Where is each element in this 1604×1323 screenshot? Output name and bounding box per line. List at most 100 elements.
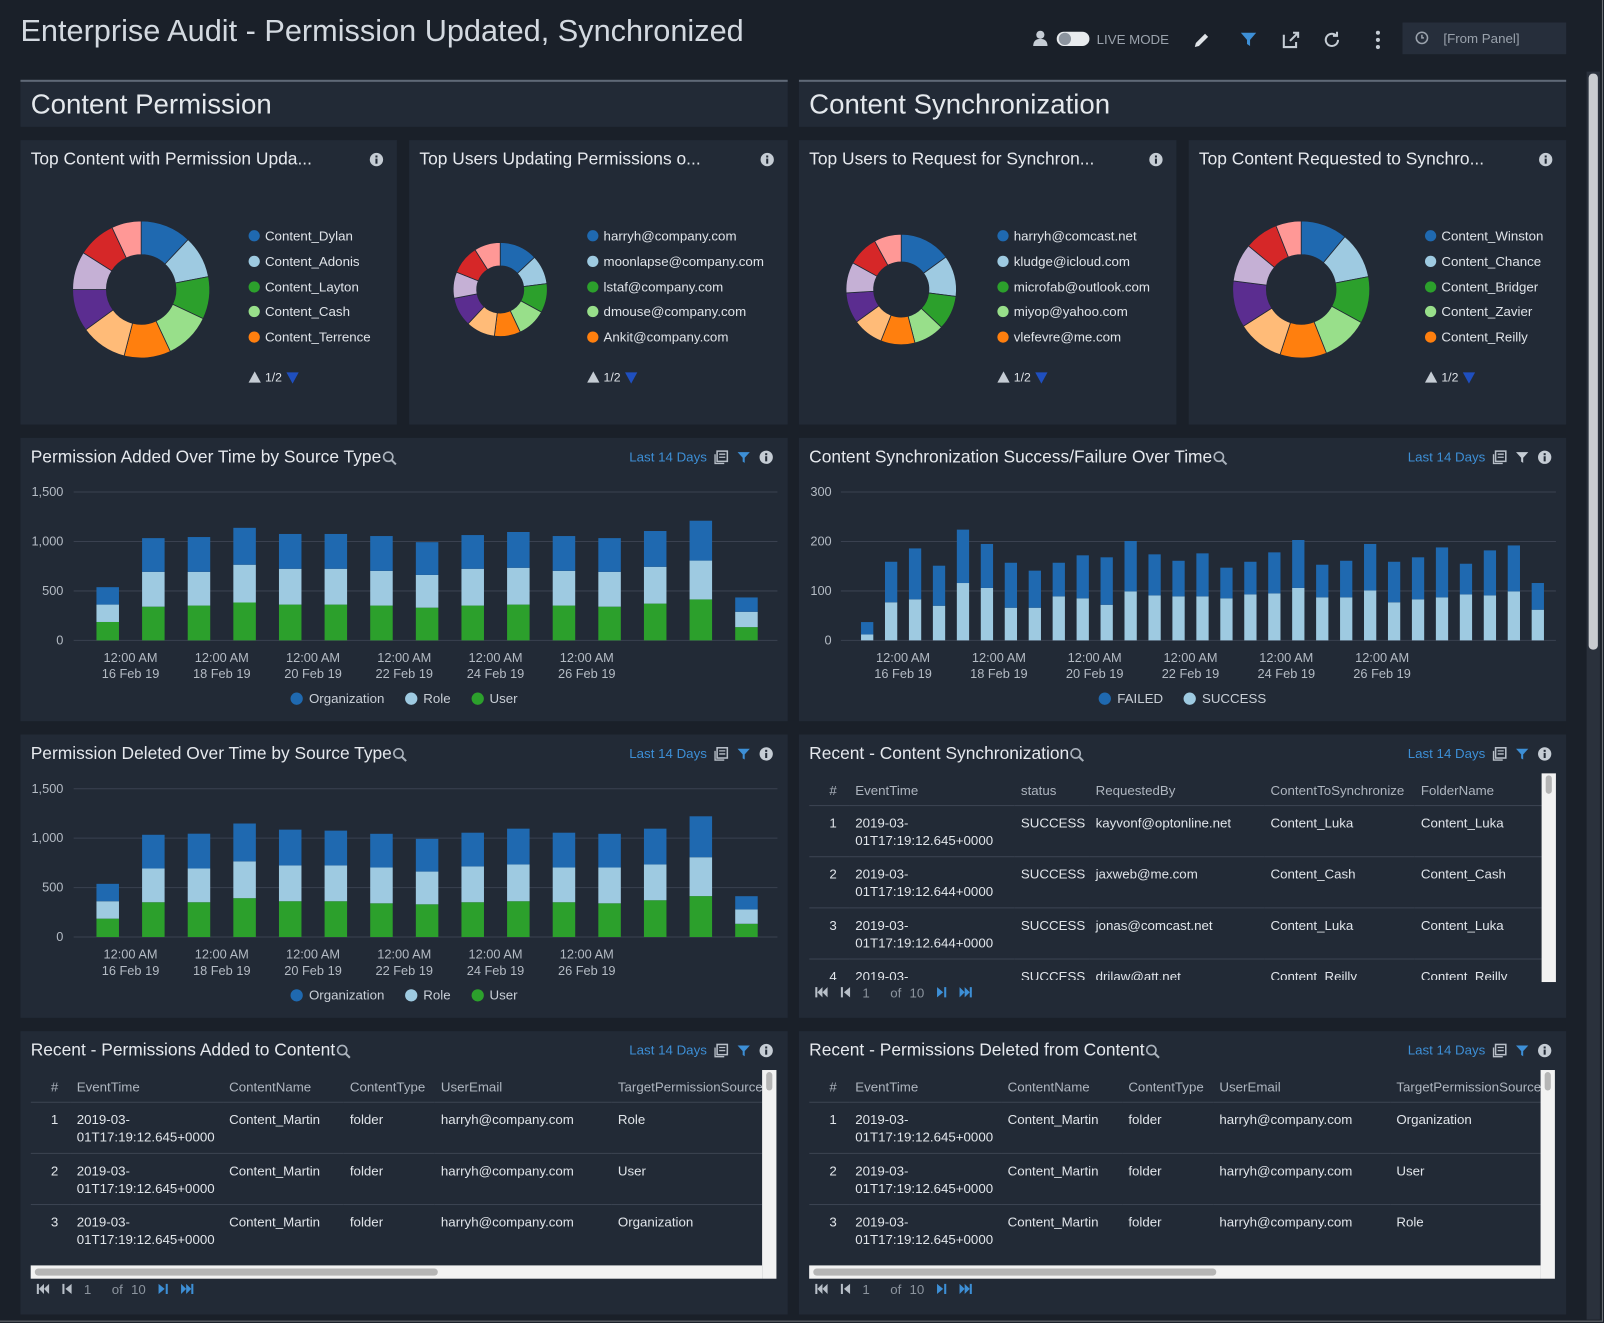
- bar[interactable]: [885, 602, 897, 640]
- legend-entry[interactable]: dmouse@company.com: [587, 304, 746, 319]
- bar[interactable]: [142, 902, 165, 937]
- bar[interactable]: [735, 909, 758, 923]
- bar[interactable]: [981, 588, 993, 640]
- bar[interactable]: [1532, 610, 1544, 641]
- column-header[interactable]: UserEmail: [435, 1072, 612, 1102]
- bar[interactable]: [1340, 597, 1352, 640]
- column-header[interactable]: #: [809, 1072, 849, 1102]
- bar[interactable]: [1005, 563, 1017, 608]
- bar[interactable]: [1508, 545, 1520, 591]
- bar[interactable]: [1124, 541, 1136, 591]
- bar[interactable]: [644, 531, 667, 567]
- last-icon[interactable]: [957, 1281, 973, 1297]
- bar[interactable]: [553, 868, 576, 903]
- bar[interactable]: [188, 902, 211, 937]
- bar[interactable]: [188, 606, 211, 641]
- bar[interactable]: [279, 569, 302, 605]
- bar[interactable]: [507, 532, 530, 568]
- legend-entry[interactable]: Role: [405, 690, 451, 705]
- horizontal-scrollbar[interactable]: [809, 1265, 1540, 1278]
- horizontal-scrollbar[interactable]: [31, 1265, 762, 1278]
- table-row[interactable]: 22019-03-01T17:19:12.645+0000Content_Mar…: [31, 1153, 762, 1204]
- bar[interactable]: [325, 901, 348, 937]
- bar[interactable]: [325, 831, 348, 866]
- page-scrollbar-thumb[interactable]: [1589, 74, 1598, 650]
- bar[interactable]: [370, 903, 393, 937]
- down-icon[interactable]: [1460, 369, 1476, 385]
- bar[interactable]: [1029, 571, 1041, 608]
- bar[interactable]: [1268, 552, 1280, 593]
- legend-entry[interactable]: Content_Zavier: [1425, 304, 1532, 319]
- bar[interactable]: [142, 869, 165, 903]
- last-icon[interactable]: [179, 1281, 195, 1297]
- bar[interactable]: [1077, 555, 1089, 598]
- filter-icon[interactable]: [736, 1042, 752, 1058]
- bar[interactable]: [416, 839, 439, 872]
- bar[interactable]: [507, 829, 530, 865]
- bar[interactable]: [461, 866, 484, 902]
- legend-entry[interactable]: lstaf@company.com: [587, 279, 723, 294]
- table-row[interactable]: 22019-03-01T17:19:12.645+0000Content_Mar…: [809, 1153, 1540, 1204]
- scrollbar-thumb[interactable]: [35, 1268, 438, 1275]
- bar[interactable]: [279, 865, 302, 901]
- bar[interactable]: [142, 538, 165, 572]
- bar[interactable]: [1220, 568, 1232, 599]
- bar[interactable]: [553, 902, 576, 937]
- bar[interactable]: [96, 901, 119, 918]
- bar[interactable]: [735, 612, 758, 627]
- bar[interactable]: [1053, 596, 1065, 640]
- bar[interactable]: [1292, 540, 1304, 588]
- bar[interactable]: [188, 834, 211, 869]
- legend-entry[interactable]: Content_Bridger: [1425, 279, 1538, 294]
- next-icon[interactable]: [154, 1281, 170, 1297]
- search-icon[interactable]: [1069, 746, 1085, 762]
- bar[interactable]: [1029, 608, 1041, 641]
- column-header[interactable]: ContentName: [223, 1072, 344, 1102]
- bar[interactable]: [507, 901, 530, 937]
- table-row[interactable]: 12019-03-01T17:19:12.645+0000SUCCESSkayv…: [809, 806, 1541, 857]
- bar[interactable]: [1220, 598, 1232, 640]
- first-icon[interactable]: [813, 984, 829, 1000]
- bar[interactable]: [861, 634, 873, 640]
- scrollbar-thumb[interactable]: [1546, 775, 1552, 793]
- bar[interactable]: [233, 898, 256, 937]
- vertical-scrollbar[interactable]: [762, 1070, 776, 1279]
- column-header[interactable]: EventTime: [849, 775, 1015, 805]
- edit-icon[interactable]: [1192, 30, 1212, 50]
- table-row[interactable]: 12019-03-01T17:19:12.645+0000Content_Mar…: [31, 1102, 762, 1153]
- bar[interactable]: [553, 571, 576, 606]
- bar[interactable]: [553, 606, 576, 641]
- bar[interactable]: [644, 864, 667, 900]
- bar[interactable]: [1077, 598, 1089, 640]
- bar[interactable]: [233, 861, 256, 898]
- bar[interactable]: [1412, 599, 1424, 640]
- column-header[interactable]: TargetPermissionSource: [1390, 1072, 1540, 1102]
- bar[interactable]: [188, 537, 211, 572]
- legend-entry[interactable]: FAILED: [1099, 690, 1163, 705]
- bar[interactable]: [461, 569, 484, 606]
- up-icon[interactable]: [247, 369, 263, 385]
- scrollbar-thumb[interactable]: [813, 1268, 1216, 1275]
- legend-entry[interactable]: Content_Terrence: [249, 329, 371, 344]
- legend-entry[interactable]: Content_Winston: [1425, 228, 1543, 243]
- legend-entry[interactable]: vlefevre@me.com: [997, 329, 1121, 344]
- legend-entry[interactable]: Organization: [291, 987, 385, 1002]
- bar[interactable]: [461, 606, 484, 641]
- column-header[interactable]: EventTime: [849, 1072, 1001, 1102]
- bar[interactable]: [1364, 544, 1376, 590]
- bar[interactable]: [1436, 597, 1448, 640]
- bar[interactable]: [416, 872, 439, 905]
- bar[interactable]: [416, 904, 439, 937]
- legend-entry[interactable]: Content_Adonis: [249, 253, 360, 268]
- bar[interactable]: [957, 583, 969, 640]
- table-row[interactable]: 12019-03-01T17:19:12.645+0000Content_Mar…: [809, 1102, 1540, 1153]
- bar[interactable]: [735, 896, 758, 909]
- bar[interactable]: [1196, 553, 1208, 596]
- vertical-scrollbar[interactable]: [1542, 773, 1556, 982]
- column-header[interactable]: ContentType: [1122, 1072, 1213, 1102]
- bar[interactable]: [1388, 602, 1400, 640]
- first-icon[interactable]: [813, 1281, 829, 1297]
- filter-icon[interactable]: [1514, 746, 1530, 762]
- bar[interactable]: [735, 597, 758, 611]
- down-icon[interactable]: [284, 369, 300, 385]
